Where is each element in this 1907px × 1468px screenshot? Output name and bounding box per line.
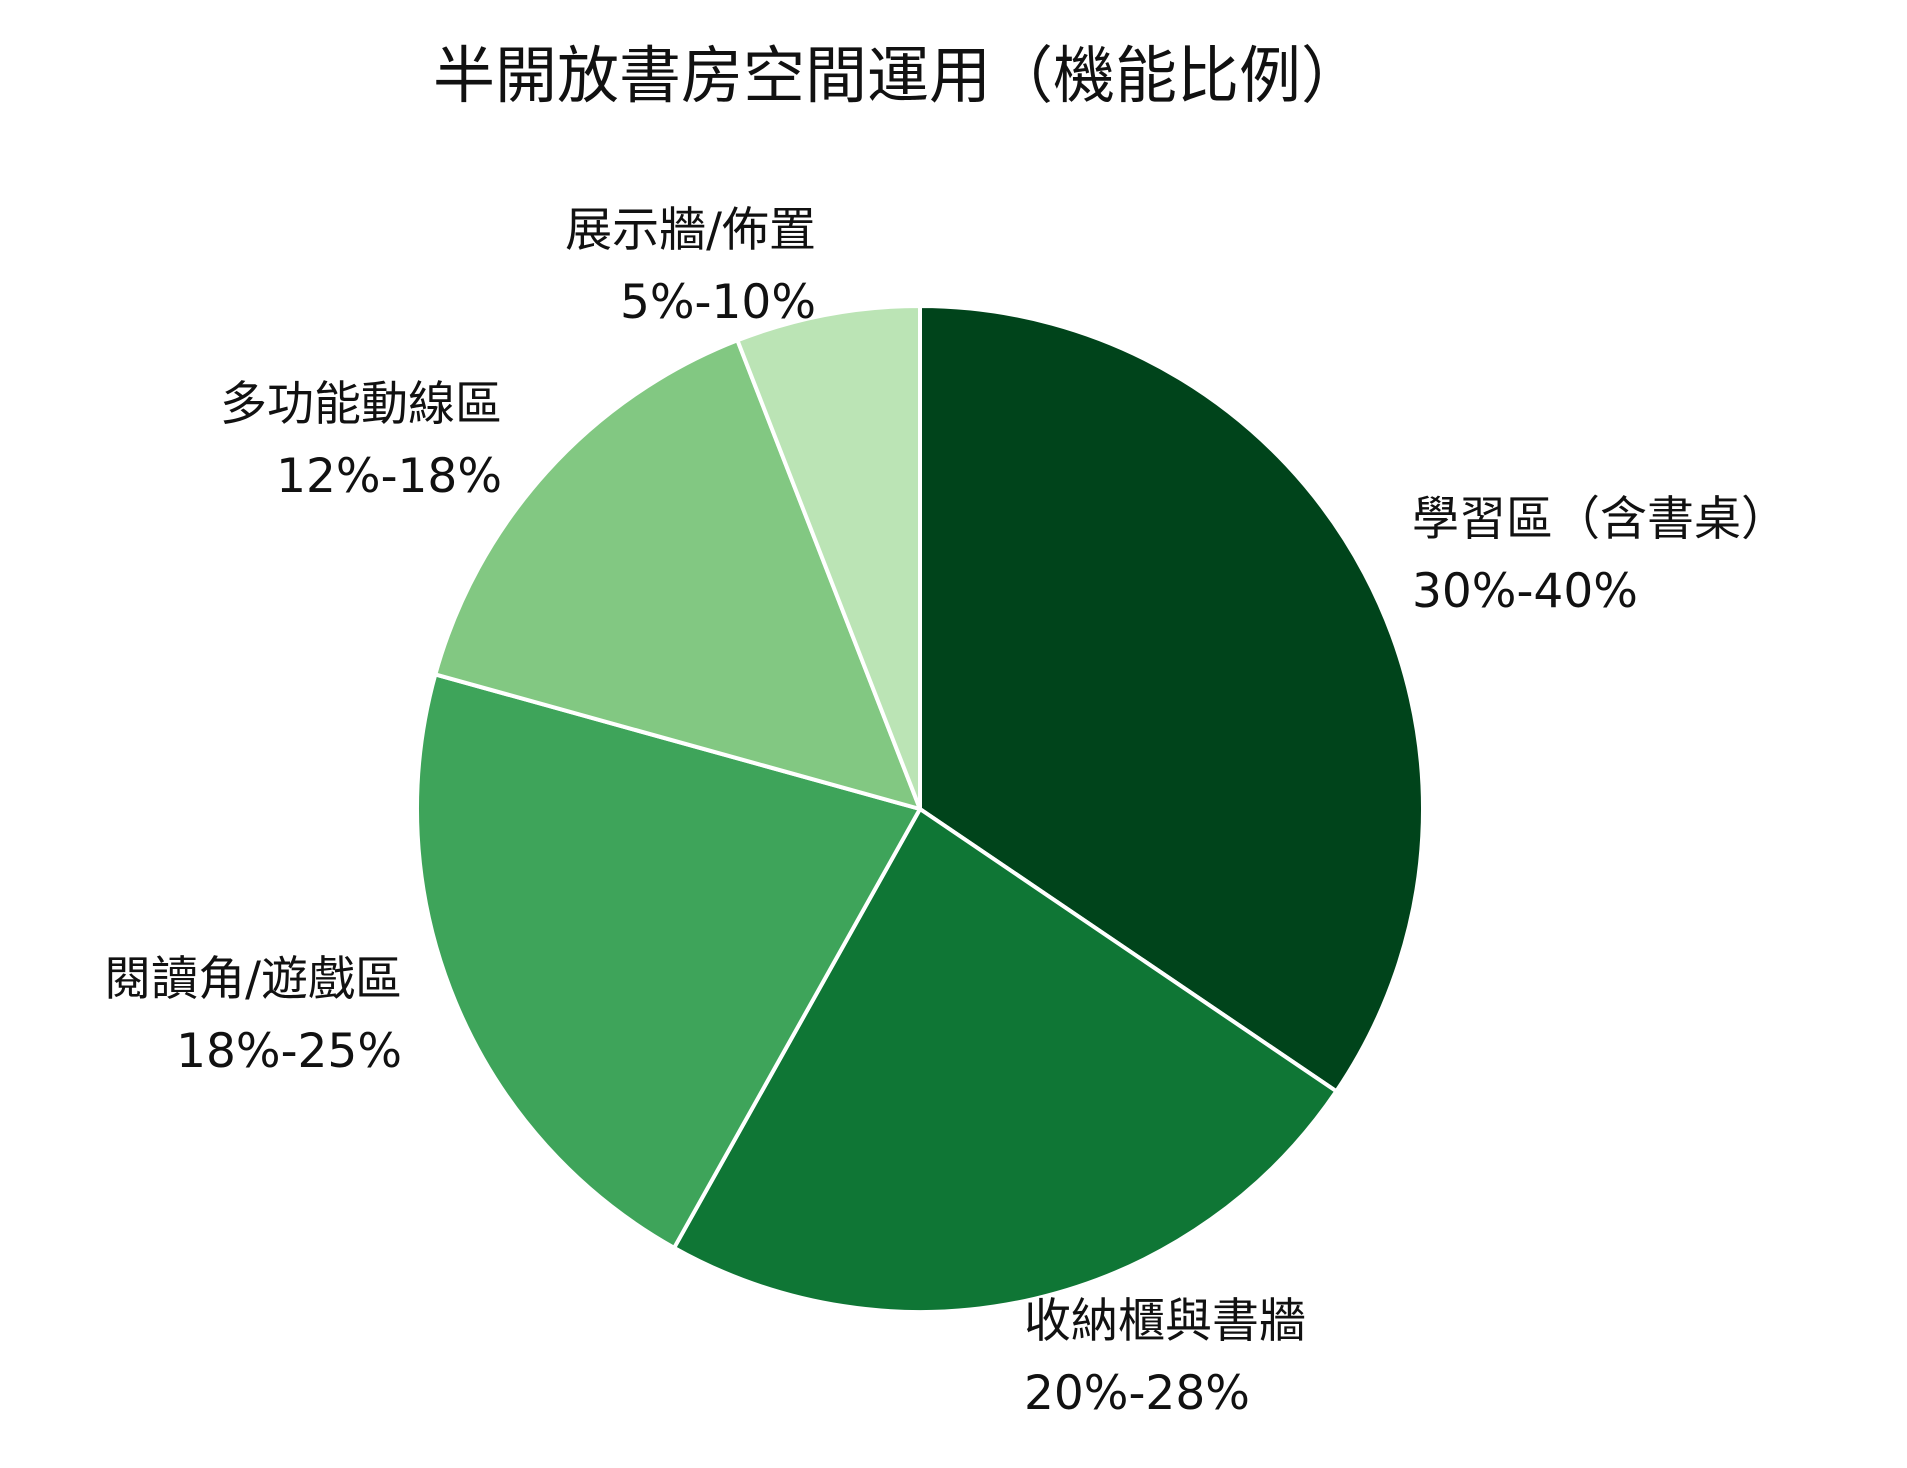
pie-labels: 學習區（含書桌） 30%-40% 收納櫃與書牆 20%-28% 閱讀角/遊戲區 18%-2… (104, 203, 1788, 1421)
slice-range-label: 12%-18% (276, 449, 502, 504)
pie-slice (735, 304, 922, 811)
slice-label: 閱讀角/遊戲區 (104, 952, 402, 1007)
slice-range-label: 30%-40% (1412, 564, 1638, 619)
chart-title: 半開放書房空間運用（機能比例） (433, 39, 1363, 112)
pie-slice (672, 807, 1339, 1314)
slice-label: 展示牆/佈置 (565, 203, 816, 258)
pie-slice (415, 672, 922, 1250)
slice-label: 收納櫃與書牆 (1024, 1294, 1306, 1349)
pie-slices (415, 304, 1425, 1314)
slice-label: 學習區（含書桌） (1412, 492, 1788, 547)
slice-range-label: 5%-10% (620, 275, 816, 330)
slice-range-label: 18%-25% (176, 1024, 402, 1079)
slice-range-label: 20%-28% (1024, 1366, 1250, 1421)
slice-label: 多功能動線區 (220, 377, 502, 432)
pie-slice (433, 338, 922, 811)
pie-slice (918, 304, 1425, 1094)
